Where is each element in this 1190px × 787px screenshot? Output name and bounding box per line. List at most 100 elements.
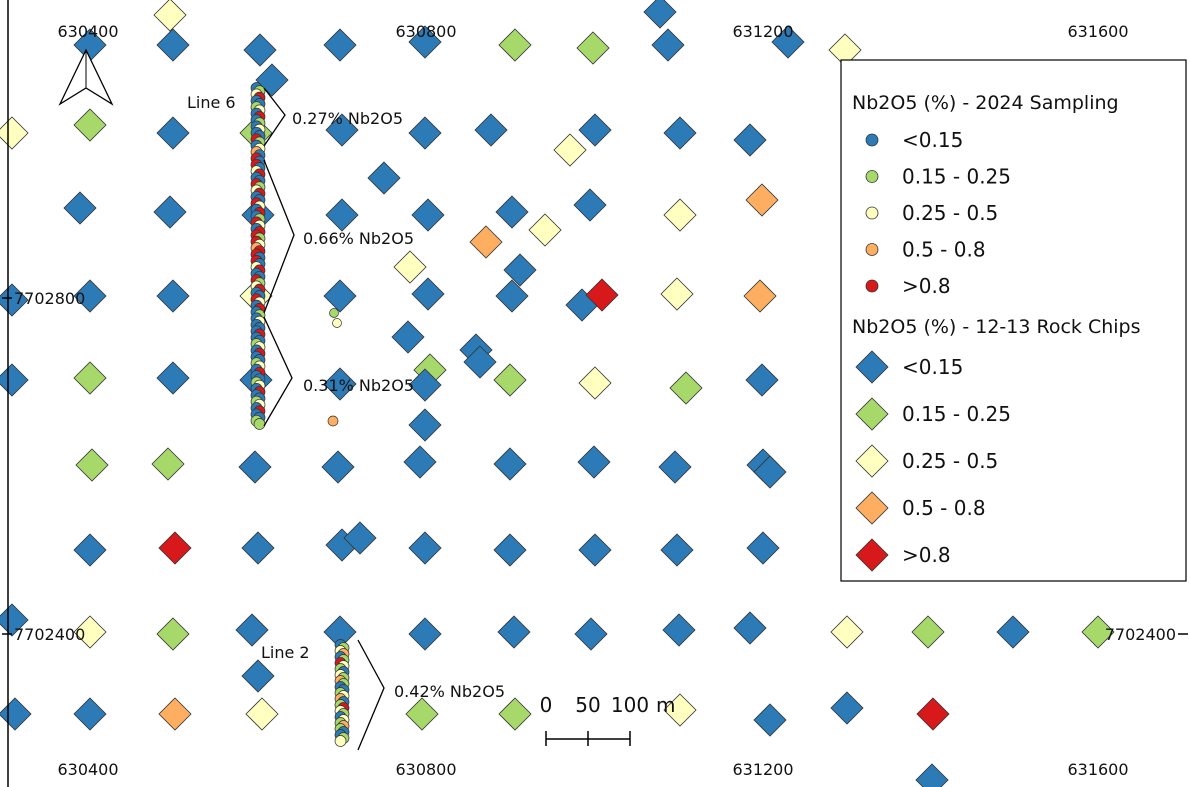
easting-label-bottom-3: 631200 (732, 760, 793, 779)
easting-label-bottom-2: 630800 (395, 760, 456, 779)
rock-chip-diamond (323, 28, 357, 62)
northing-label-right-bottom: 7702400 (1105, 625, 1176, 644)
rock-chip-diamond (658, 450, 692, 484)
north-arrow-icon (58, 48, 114, 106)
legend-sampling-symbol (865, 170, 879, 183)
rock-chip-diamond (158, 531, 192, 565)
rock-chip-diamond (745, 363, 779, 397)
legend-rockchip-symbol (855, 538, 889, 572)
legend-rockchip-label: 0.15 - 0.25 (902, 402, 1011, 426)
rock-chip-diamond (916, 697, 950, 731)
rock-chip-diamond (771, 25, 805, 59)
rock-chip-diamond (498, 697, 532, 731)
rock-chip-diamond (663, 198, 697, 232)
legend-rockchip-symbol (855, 444, 889, 478)
legend-title-rockchips: Nb2O5 (%) - 12-13 Rock Chips (852, 316, 1141, 338)
rock-chip-diamond (393, 250, 427, 284)
interval-label-line2-a: 0.42% Nb2O5 (394, 682, 505, 701)
rock-chip-diamond (1081, 615, 1115, 649)
easting-label-bottom-4: 631600 (1067, 760, 1128, 779)
rock-chip-diamond (493, 533, 527, 567)
rock-chip-diamond (578, 533, 612, 567)
sampling-point (329, 308, 339, 318)
rock-chip-diamond (662, 613, 696, 647)
rock-chip-diamond (493, 363, 527, 397)
rock-chip-diamond (73, 361, 107, 395)
northing-label-left-bottom: 7702400 (14, 625, 85, 644)
rock-chip-diamond (408, 408, 442, 442)
rock-chip-diamond (830, 615, 864, 649)
legend-sampling-symbol (865, 279, 879, 293)
legend-sampling-label: >0.8 (902, 274, 951, 298)
rock-chip-diamond (663, 116, 697, 150)
legend: Nb2O5 (%) - 2024 Sampling <0.15 0.15 - 0.… (840, 59, 1187, 582)
rock-chip-diamond (469, 225, 503, 259)
line-6-label: Line 6 (187, 93, 236, 112)
legend-title-sampling: Nb2O5 (%) - 2024 Sampling (852, 92, 1119, 114)
rock-chip-diamond (408, 25, 442, 59)
rock-chip-diamond (495, 279, 529, 313)
legend-sampling-symbol (865, 133, 879, 147)
rock-chip-diamond (493, 447, 527, 481)
rock-chip-diamond (403, 445, 437, 479)
rock-chip-diamond (495, 195, 529, 229)
rock-chip-diamond (153, 0, 187, 32)
rock-chip-diamond (408, 531, 442, 565)
easting-label-top-3: 631200 (732, 22, 793, 41)
rock-chip-diamond (733, 611, 767, 645)
rock-chip-diamond (241, 659, 275, 693)
rock-chip-diamond (753, 703, 787, 737)
rock-chip-diamond (528, 213, 562, 247)
interval-label-line6-c: 0.31% Nb2O5 (303, 376, 414, 395)
rock-chip-diamond (915, 763, 949, 787)
rock-chip-diamond (497, 615, 531, 649)
scale-tick-0: 0 (540, 693, 553, 717)
legend-rockchip-symbol (855, 491, 889, 525)
rock-chip-diamond (323, 367, 357, 401)
rock-chip-diamond (238, 450, 272, 484)
scale-tick-50: 50 (575, 693, 600, 717)
rock-chip-diamond (585, 278, 619, 312)
rock-chip-diamond (63, 191, 97, 225)
legend-rockchip-label: <0.15 (902, 355, 963, 379)
rock-chip-diamond (578, 113, 612, 147)
rock-chip-diamond (158, 697, 192, 731)
rock-chip-diamond (367, 161, 401, 195)
bracket-line6-b (263, 159, 295, 314)
rock-chip-diamond (474, 113, 508, 147)
rock-chip-diamond (830, 691, 864, 725)
rock-chip-diamond (73, 279, 107, 313)
rock-chip-diamond (73, 533, 107, 567)
rock-chip-diamond (73, 697, 107, 731)
legend-sampling-label: 0.5 - 0.8 (902, 238, 986, 262)
legend-rockchip-symbol (855, 397, 889, 431)
rock-chip-diamond (911, 615, 945, 649)
rock-chip-diamond (503, 253, 537, 287)
rock-chip-diamond (325, 113, 359, 147)
scale-unit: m (656, 693, 675, 717)
rock-chip-diamond (153, 195, 187, 229)
rock-chip-diamond (746, 531, 780, 565)
legend-rockchip-symbol (855, 350, 889, 384)
rock-chip-diamond (743, 279, 777, 313)
rock-chip-diamond (156, 617, 190, 651)
bracket-line6-a (263, 87, 286, 147)
sampling-point (334, 735, 347, 747)
rock-chip-diamond (0, 283, 29, 317)
rock-chip-diamond (996, 615, 1030, 649)
rock-chip-diamond (669, 371, 703, 405)
rock-chip-diamond (553, 133, 587, 167)
rock-chip-diamond (498, 28, 532, 62)
rock-chip-diamond (411, 277, 445, 311)
rock-chip-diamond (245, 697, 279, 731)
rock-chip-diamond (321, 450, 355, 484)
rock-chip-samples (0, 0, 1115, 787)
rock-chip-diamond (405, 697, 439, 731)
rock-chip-diamond (574, 617, 608, 651)
rock-chip-diamond (243, 33, 277, 67)
legend-sampling-symbol (865, 206, 879, 220)
rock-chip-diamond (151, 447, 185, 481)
bracket-line6-c (263, 316, 293, 427)
rock-chip-diamond (156, 116, 190, 150)
